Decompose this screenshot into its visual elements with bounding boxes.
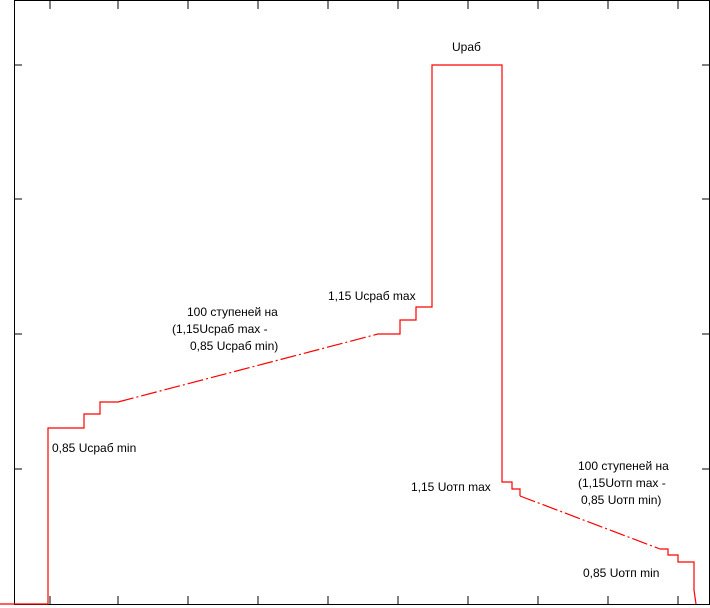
rising-steps-end-and-plateau [378, 64, 521, 496]
label-steps-up-line2: (1,15Uсраб max - [172, 322, 268, 336]
falling-steps-dashed [519, 495, 661, 550]
rising-steps-dashed [117, 333, 379, 403]
label-u-work-max: 1,15 Uсраб max [328, 289, 416, 303]
label-steps-up-line1: 100 ступеней на [187, 305, 278, 319]
label-steps-down-line2: (1,15Uотп max - [578, 476, 666, 490]
label-steps-down-line3: 0,85 Uотп min) [581, 493, 661, 507]
voltage-profile [0, 64, 697, 605]
label-u-work-min: 0,85 Uсраб min [52, 441, 136, 455]
label-u-release-max: 1,15 Uотп max [411, 480, 491, 494]
label-steps-down-line1: 100 ступеней на [578, 459, 669, 473]
label-u-work: Uраб [452, 40, 481, 54]
falling-steps-end [660, 548, 697, 605]
label-steps-up-line3: 0,85 Uсраб min) [190, 339, 278, 353]
axis-ticks [15, 1, 709, 604]
label-u-release-min: 0,85 Uотп min [583, 566, 659, 580]
rising-steps-start [0, 401, 118, 605]
